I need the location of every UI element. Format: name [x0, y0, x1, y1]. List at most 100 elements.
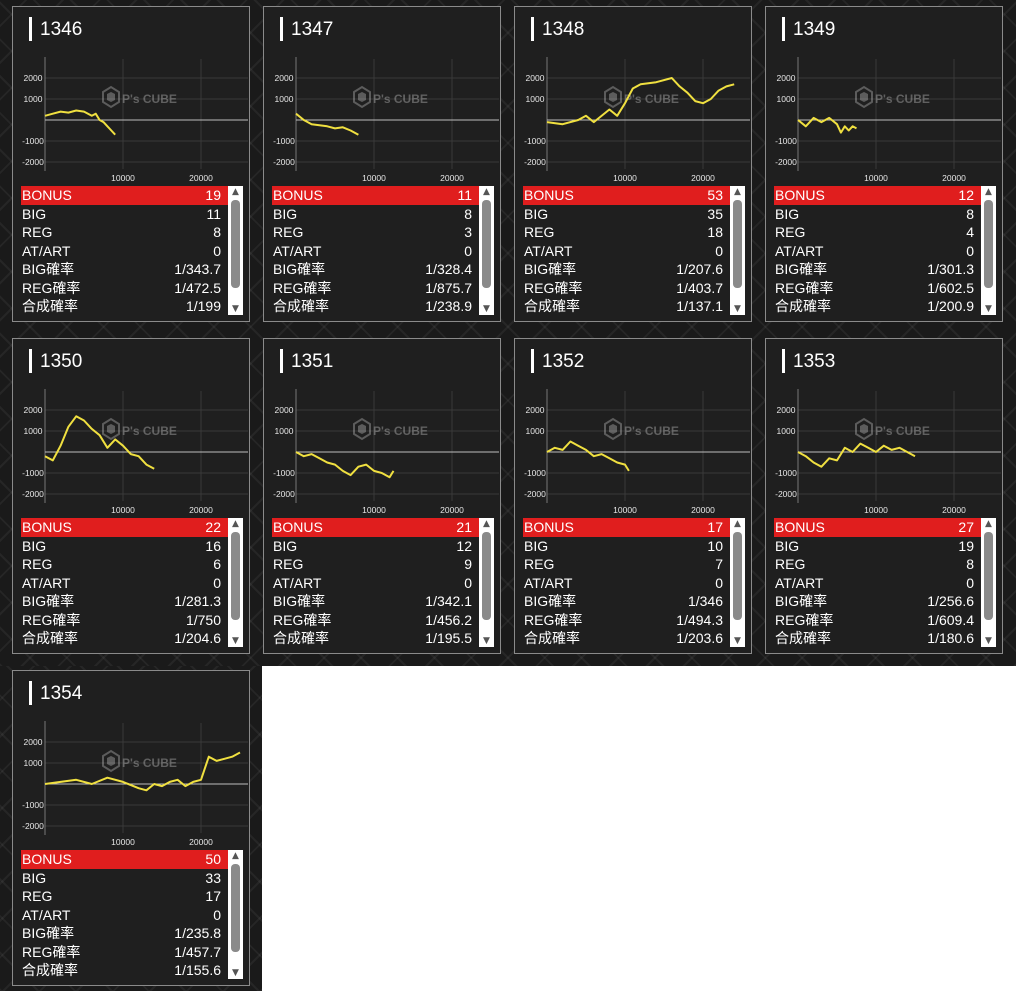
reg-rate-value: 1/750 — [185, 611, 221, 628]
row-reg: REG 4 — [774, 223, 981, 242]
stats-scrollbar[interactable]: ▲ ▼ — [981, 186, 996, 315]
x-tick-label: 10000 — [362, 173, 386, 183]
y-tick-label: 2000 — [275, 73, 294, 83]
scroll-down-arrow-icon[interactable]: ▼ — [232, 968, 239, 978]
y-tick-label: -2000 — [22, 821, 44, 831]
stats-scrollbar[interactable]: ▲ ▼ — [228, 186, 243, 315]
scroll-up-arrow-icon[interactable]: ▲ — [232, 851, 239, 861]
machine-card-1349[interactable]: 1349 2000 1000 -1000 -2000 10000 20000 P's CUB… — [765, 6, 1003, 322]
stats-scrollbar[interactable]: ▲ ▼ — [479, 186, 494, 315]
cube-logo-icon: P's CUBE — [855, 417, 930, 441]
x-tick-label: 10000 — [864, 505, 888, 515]
big-label: BIG — [524, 205, 549, 222]
scroll-down-arrow-icon[interactable]: ▼ — [985, 636, 992, 646]
scroll-thumb[interactable] — [733, 532, 742, 620]
big-rate-label: BIG確率 — [22, 925, 75, 941]
bonus-label: BONUS — [273, 519, 323, 535]
row-total-rate: 合成確率 1/204.6 — [21, 629, 228, 647]
stats-list: BONUS 17 BIG 10 REG 7 AT/ART 0 BIG確率 1/346 RE… — [523, 518, 745, 647]
machine-number[interactable]: 1350 — [29, 349, 82, 373]
stats-scrollbar[interactable]: ▲ ▼ — [228, 518, 243, 647]
scroll-up-arrow-icon[interactable]: ▲ — [232, 519, 239, 529]
slump-line — [295, 112, 359, 136]
bonus-value: 27 — [958, 519, 974, 535]
scroll-thumb[interactable] — [984, 532, 993, 620]
reg-value: 18 — [707, 224, 723, 240]
cube-logo-icon: P's CUBE — [604, 85, 679, 109]
y-tick-label: -2000 — [22, 489, 44, 499]
scroll-thumb[interactable] — [231, 864, 240, 952]
big-rate-value: 1/235.8 — [174, 925, 221, 941]
machine-number[interactable]: 1349 — [782, 17, 835, 41]
stats-scrollbar[interactable]: ▲ ▼ — [228, 850, 243, 979]
row-big-rate: BIG確率 1/342.1 — [272, 592, 479, 611]
reg-label: REG — [775, 224, 806, 240]
machine-number[interactable]: 1351 — [280, 349, 333, 373]
stats-scrollbar[interactable]: ▲ ▼ — [479, 518, 494, 647]
reg-rate-label: REG確率 — [22, 611, 81, 628]
scroll-up-arrow-icon[interactable]: ▲ — [985, 519, 992, 529]
scroll-thumb[interactable] — [482, 532, 491, 620]
atart-label: AT/ART — [273, 242, 322, 259]
stats-scrollbar[interactable]: ▲ ▼ — [730, 518, 745, 647]
stats-scrollbar[interactable]: ▲ ▼ — [981, 518, 996, 647]
machine-number[interactable]: 1354 — [29, 681, 82, 705]
machine-card-1350[interactable]: 1350 2000 1000 -1000 -2000 10000 20000 P's CUB… — [12, 338, 250, 654]
machine-card-1352[interactable]: 1352 2000 1000 -1000 -2000 10000 20000 P's CUB… — [514, 338, 752, 654]
scroll-down-arrow-icon[interactable]: ▼ — [483, 636, 490, 646]
machine-number[interactable]: 1346 — [29, 17, 82, 41]
scroll-up-arrow-icon[interactable]: ▲ — [734, 519, 741, 529]
row-reg-rate: REG確率 1/457.7 — [21, 943, 228, 962]
x-tick-label: 10000 — [613, 505, 637, 515]
reg-value: 8 — [213, 224, 221, 240]
scroll-down-arrow-icon[interactable]: ▼ — [985, 304, 992, 314]
scroll-up-arrow-icon[interactable]: ▲ — [483, 187, 490, 197]
machine-number[interactable]: 1352 — [531, 349, 584, 373]
stats-list: BONUS 27 BIG 19 REG 8 AT/ART 0 BIG確率 1/256.6 … — [774, 518, 996, 647]
machine-card-1348[interactable]: 1348 2000 1000 -1000 -2000 10000 20000 P's CUB… — [514, 6, 752, 322]
stats-scrollbar[interactable]: ▲ ▼ — [730, 186, 745, 315]
machine-card-1346[interactable]: 1346 2000 1000 -1000 -2000 10000 20000 P's CUB… — [12, 6, 250, 322]
scroll-thumb[interactable] — [733, 200, 742, 288]
big-value: 11 — [206, 205, 221, 222]
scroll-thumb[interactable] — [231, 532, 240, 620]
big-rate-label: BIG確率 — [273, 593, 326, 609]
row-bonus: BONUS 21 — [272, 518, 479, 537]
scroll-thumb[interactable] — [984, 200, 993, 288]
scroll-down-arrow-icon[interactable]: ▼ — [232, 636, 239, 646]
chart-svg: 2000 1000 -1000 -2000 10000 20000 P's CUBE — [22, 389, 248, 515]
row-atart: AT/ART 0 — [272, 574, 479, 593]
scroll-up-arrow-icon[interactable]: ▲ — [734, 187, 741, 197]
machine-number[interactable]: 1347 — [280, 17, 333, 41]
machine-card-1347[interactable]: 1347 2000 1000 -1000 -2000 10000 20000 P's CUB… — [263, 6, 501, 322]
reg-label: REG — [22, 224, 53, 240]
row-reg: REG 9 — [272, 555, 479, 574]
machine-number[interactable]: 1348 — [531, 17, 584, 41]
scroll-down-arrow-icon[interactable]: ▼ — [483, 304, 490, 314]
scroll-up-arrow-icon[interactable]: ▲ — [232, 187, 239, 197]
y-tick-label: 2000 — [275, 405, 294, 415]
bonus-label: BONUS — [22, 851, 72, 867]
y-tick-label: -1000 — [524, 468, 546, 478]
scroll-down-arrow-icon[interactable]: ▼ — [232, 304, 239, 314]
x-tick-label: 10000 — [362, 505, 386, 515]
big-rate-value: 1/301.3 — [927, 261, 974, 277]
row-reg: REG 3 — [272, 223, 479, 242]
scroll-down-arrow-icon[interactable]: ▼ — [734, 636, 741, 646]
y-tick-label: -2000 — [22, 157, 44, 167]
scroll-thumb[interactable] — [231, 200, 240, 288]
bonus-value: 12 — [958, 187, 974, 203]
cube-logo-icon: P's CUBE — [102, 749, 177, 773]
machine-card-1353[interactable]: 1353 2000 1000 -1000 -2000 10000 20000 P's CUB… — [765, 338, 1003, 654]
scroll-thumb[interactable] — [482, 200, 491, 288]
x-tick-label: 20000 — [942, 505, 966, 515]
machine-card-1351[interactable]: 1351 2000 1000 -1000 -2000 10000 20000 P's CUB… — [263, 338, 501, 654]
machine-number[interactable]: 1353 — [782, 349, 835, 373]
reg-value: 17 — [205, 888, 221, 904]
machine-card-1354[interactable]: 1354 2000 1000 -1000 -2000 10000 20000 P's CUB… — [12, 670, 250, 986]
scroll-up-arrow-icon[interactable]: ▲ — [483, 519, 490, 529]
big-value: 8 — [464, 205, 472, 222]
scroll-down-arrow-icon[interactable]: ▼ — [734, 304, 741, 314]
row-atart: AT/ART 0 — [774, 574, 981, 593]
scroll-up-arrow-icon[interactable]: ▲ — [985, 187, 992, 197]
